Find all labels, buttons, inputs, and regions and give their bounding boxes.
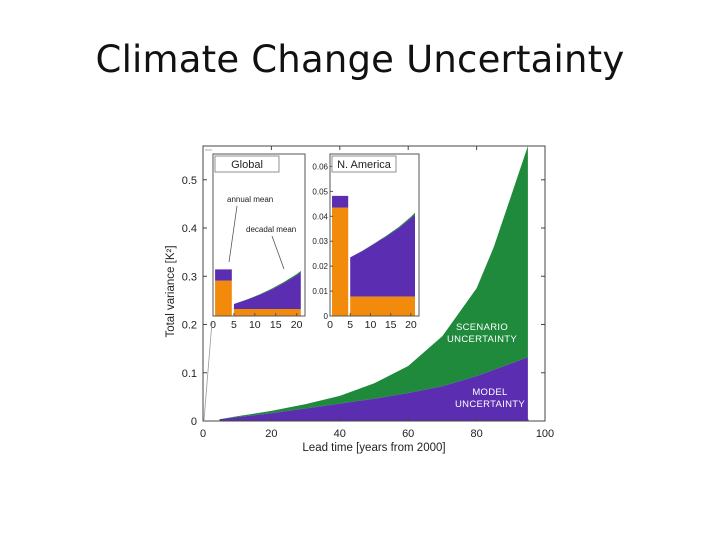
global-x-tick-label: 5 [231, 319, 237, 331]
na-x-tick-label: 5 [347, 319, 353, 331]
na-y-tick-label: 0.03 [312, 237, 328, 246]
na-y-tick-label: 0 [324, 312, 329, 321]
na-x-tick-label: 0 [327, 319, 333, 331]
na-x-tick-label: 20 [405, 319, 417, 331]
x-tick-label: 80 [470, 428, 482, 440]
na-x-tick-label: 15 [385, 319, 397, 331]
global-title: Global [231, 159, 263, 171]
decadal-mean-pointer [271, 235, 285, 270]
global-x-tick-label: 0 [210, 319, 216, 331]
slide-title: Climate Change Uncertainty [95, 38, 625, 81]
y-axis-label: Total variance [K²] [165, 245, 177, 337]
x-tick-label: 40 [334, 428, 346, 440]
inset-panels: 0 5 10 15 20 Global 0 5 10 15 20 0 0.01 0.02 0.03 0.04 0… [203, 149, 421, 421]
zoom-connector-left [203, 321, 213, 421]
model-uncertainty-area [220, 357, 528, 421]
global-annual-model-bar [215, 269, 232, 281]
na-title-box [331, 155, 397, 173]
global-x-tick-label: 10 [249, 319, 261, 331]
x-axis-label: Lead time [years from 2000] [302, 442, 445, 454]
y-tick-label: 0.1 [182, 368, 197, 380]
y-tick-label: 0.2 [182, 320, 197, 332]
na-annual-model-bar [332, 195, 349, 208]
global-x-tick-label: 15 [270, 319, 282, 331]
na-title: N. America [337, 159, 392, 171]
scenario-uncertainty-area [220, 146, 528, 420]
na-y-tick-label: 0.01 [312, 287, 328, 296]
na-decadal-internal-area [350, 296, 415, 316]
y-tick-label: 0 [191, 416, 197, 428]
global-decadal-model-area [233, 272, 301, 309]
model-label-line2: UNCERTAINTY [455, 399, 525, 410]
na-y-tick-label: 0.05 [312, 187, 328, 196]
global-annual-internal-bar [215, 280, 232, 316]
na-y-tick-label: 0.02 [312, 262, 328, 271]
y-tick-label: 0.3 [182, 271, 197, 283]
na-decadal-model-area [350, 214, 415, 297]
na-x-tick-label: 10 [365, 319, 377, 331]
na-annual-internal-bar [332, 207, 349, 316]
annual-mean-pointer [228, 205, 238, 263]
global-title-box [214, 155, 280, 173]
x-tick-label: 20 [265, 428, 277, 440]
x-tick-label: 0 [200, 428, 206, 440]
global-x-tick-label: 20 [291, 319, 303, 331]
y-tick-label: 0.4 [182, 223, 197, 235]
scenario-label-line1: SCENARIO [456, 322, 508, 333]
global-decadal-internal-area [233, 309, 301, 316]
y-tick-label: 0.5 [182, 175, 197, 187]
x-tick-label: 100 [536, 428, 554, 440]
global-inset-frame [212, 153, 306, 317]
decadal-mean-annotation: decadal mean [246, 225, 296, 234]
scenario-label-line2: UNCERTAINTY [447, 334, 517, 345]
na-inset-frame [329, 153, 420, 317]
na-y-tick-label: 0.04 [312, 212, 328, 221]
model-label-line1: MODEL [472, 387, 507, 398]
x-tick-label: 60 [402, 428, 414, 440]
annual-mean-annotation: annual mean [227, 195, 273, 204]
na-y-tick-label: 0.06 [312, 162, 328, 171]
